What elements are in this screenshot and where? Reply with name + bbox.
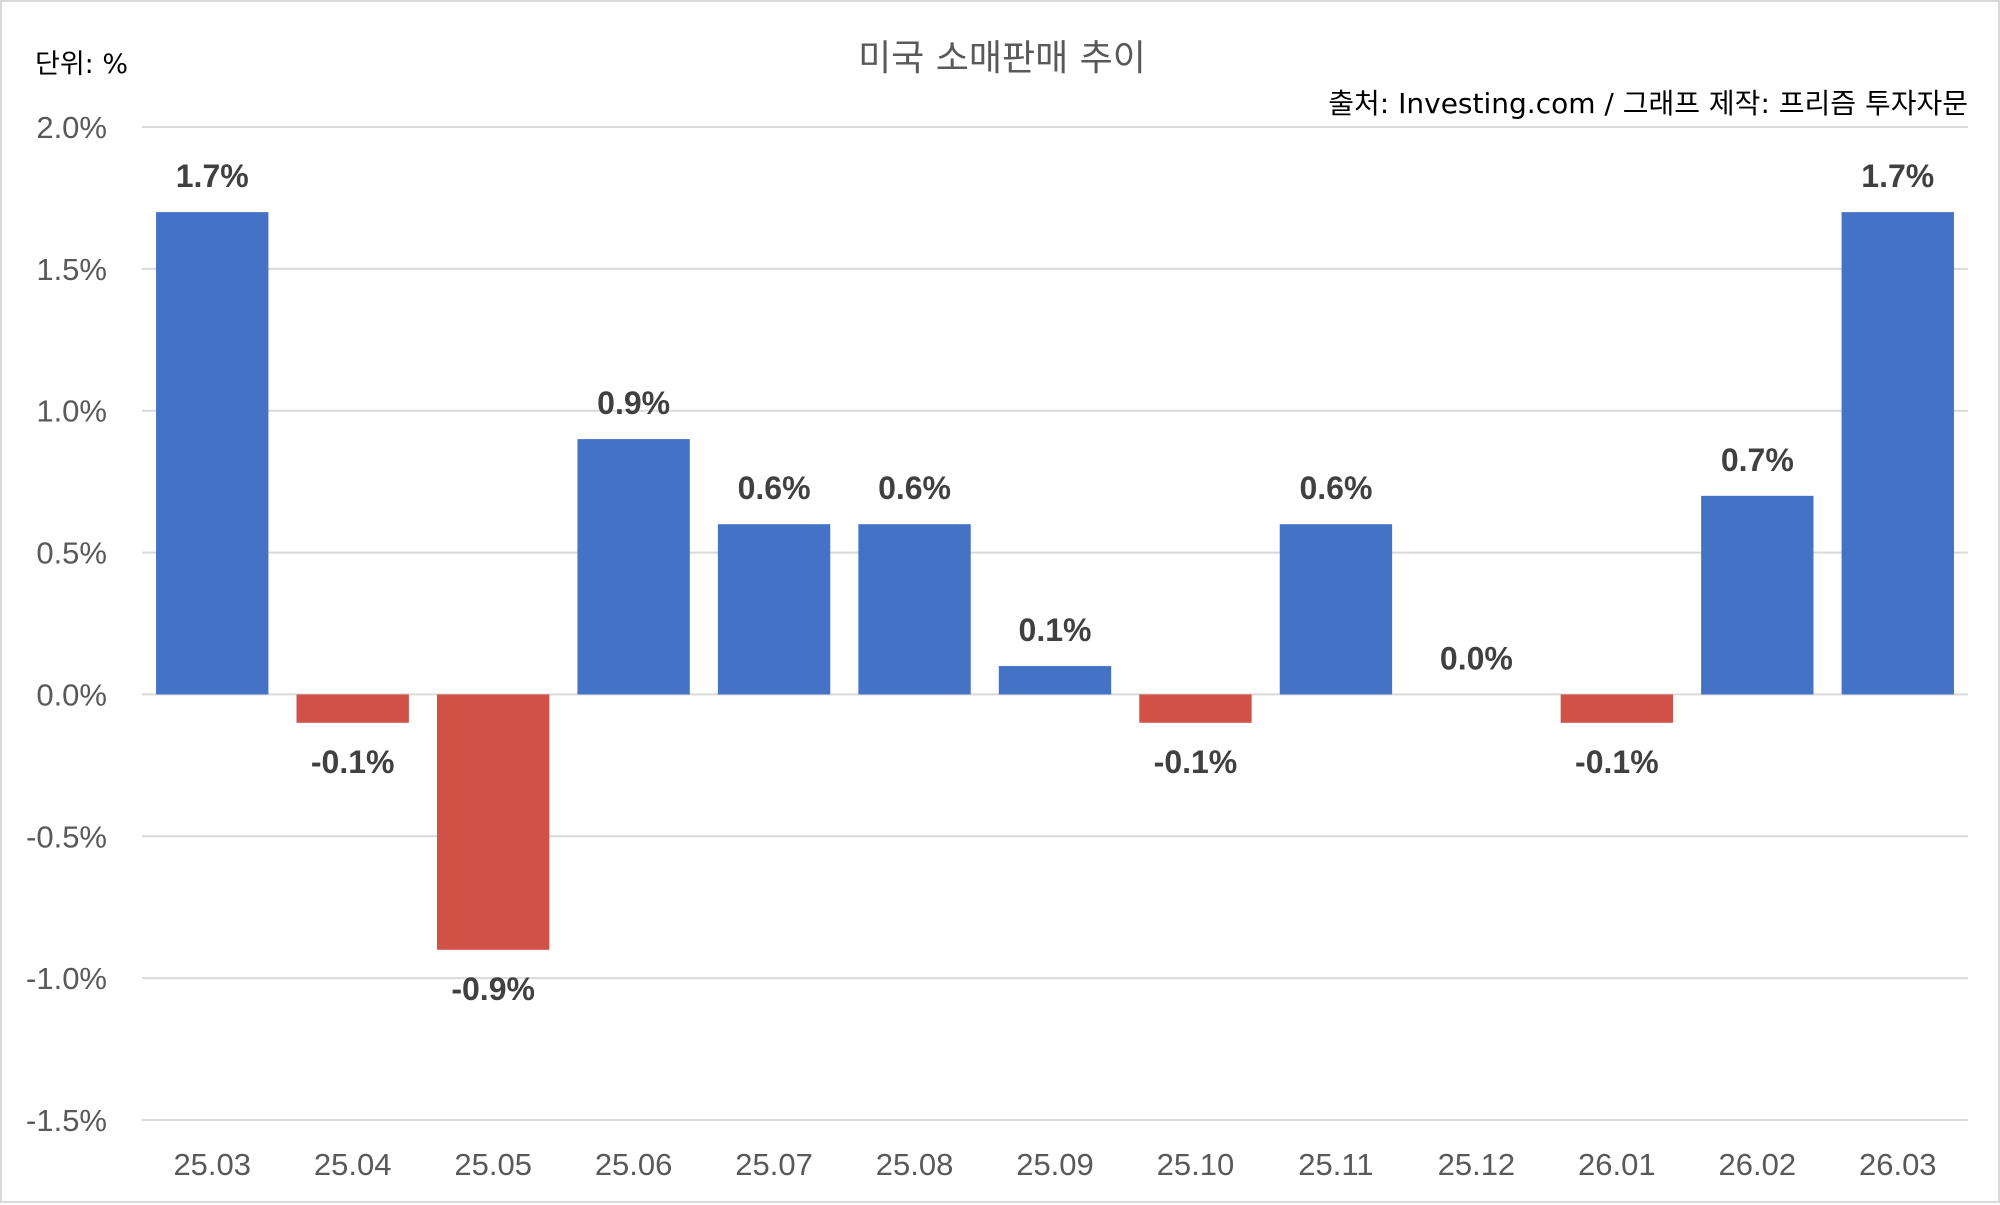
bar (1279, 524, 1393, 695)
chart-title: 미국 소매판매 추이 (858, 38, 1146, 79)
x-tick-label: 25.08 (876, 1147, 954, 1182)
x-tick-label: 25.07 (735, 1147, 813, 1182)
data-label: 0.1% (1019, 612, 1092, 648)
data-label: 0.7% (1721, 442, 1794, 478)
y-tick-label: 1.0% (36, 394, 107, 429)
data-label: -0.1% (311, 744, 395, 780)
bar (1139, 694, 1252, 723)
data-label: 0.6% (878, 470, 951, 506)
bar (858, 524, 971, 695)
x-tick-label: 25.09 (1016, 1147, 1094, 1182)
x-axis-ticks: 25.03 25.04 25.05 25.06 25.07 25.08 25.09 25.10… (173, 1147, 1936, 1182)
x-tick-label: 25.11 (1298, 1147, 1373, 1182)
data-label: 0.0% (1440, 640, 1513, 676)
bar (998, 666, 1112, 695)
y-tick-label: -1.5% (26, 1103, 107, 1138)
data-label: -0.1% (1575, 744, 1659, 780)
bar (1560, 694, 1674, 723)
bar (436, 694, 550, 950)
data-label: 1.7% (1861, 158, 1934, 194)
x-tick-label: 25.10 (1157, 1147, 1235, 1182)
x-tick-label: 25.03 (173, 1147, 251, 1182)
bar (156, 212, 269, 695)
data-label: -0.1% (1154, 744, 1238, 780)
bar (296, 694, 409, 723)
data-label: 0.6% (1299, 470, 1372, 506)
bar (1701, 495, 1814, 695)
x-tick-label: 26.01 (1578, 1147, 1656, 1182)
y-tick-label: -1.0% (26, 961, 107, 996)
data-labels: 1.7% -0.1% -0.9% 0.9% 0.6% 0.6% 0.1% -0.1% 0.6% 0… (176, 158, 1934, 1007)
y-tick-label: 0.5% (36, 536, 107, 571)
source-note: 출처: Investing.com / 그래프 제작: 프리즘 투자자문 (1328, 87, 1968, 120)
x-tick-label: 25.06 (595, 1147, 673, 1182)
y-tick-label: -0.5% (26, 819, 107, 854)
data-label: 0.9% (597, 385, 670, 421)
data-label: -0.9% (451, 971, 535, 1007)
x-tick-label: 26.02 (1719, 1147, 1797, 1182)
bar (1841, 212, 1954, 695)
y-tick-label: 2.0% (36, 110, 107, 145)
x-tick-label: 25.12 (1438, 1147, 1516, 1182)
x-tick-label: 25.04 (314, 1147, 392, 1182)
bar (577, 439, 690, 695)
y-tick-label: 0.0% (36, 677, 107, 712)
y-tick-label: 1.5% (36, 252, 107, 287)
bar (717, 524, 831, 695)
y-axis-ticks: 2.0% 1.5% 1.0% 0.5% 0.0% -0.5% -1.0% -1.5% (26, 110, 107, 1138)
unit-label: 단위: % (35, 49, 128, 80)
bars (156, 212, 1954, 950)
x-tick-label: 25.05 (454, 1147, 532, 1182)
data-label: 1.7% (176, 158, 249, 194)
data-label: 0.6% (738, 470, 811, 506)
x-tick-label: 26.03 (1859, 1147, 1937, 1182)
